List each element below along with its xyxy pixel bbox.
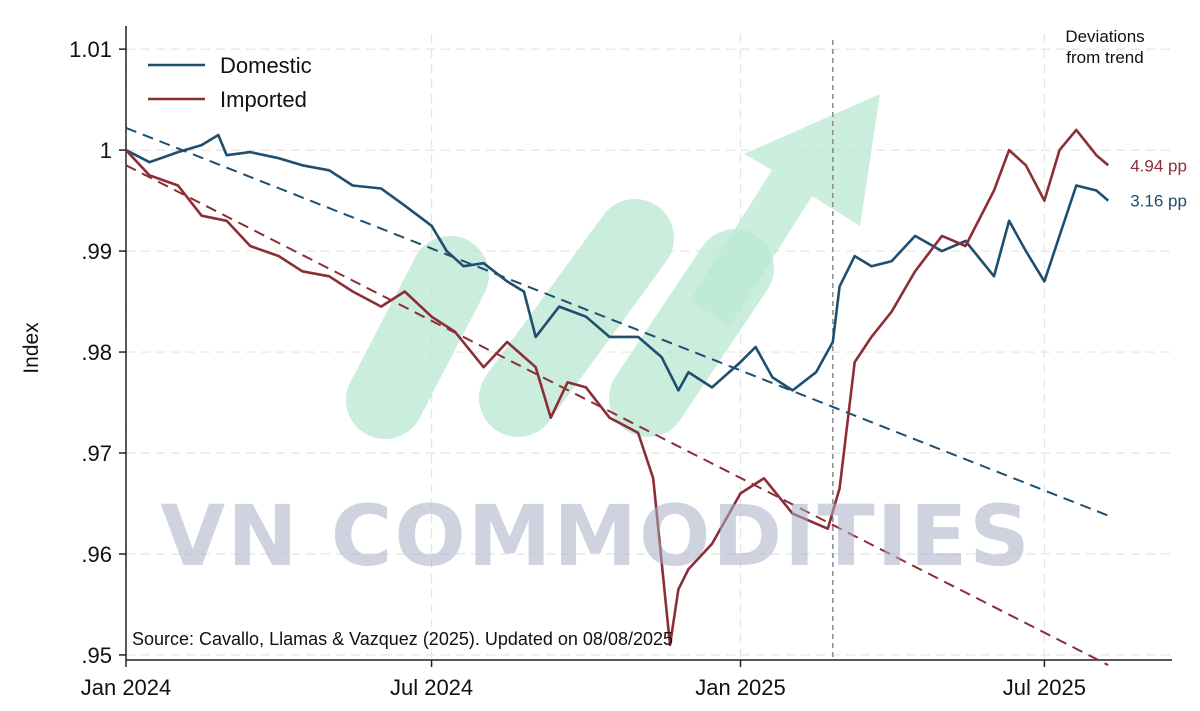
tick-labels: 1.01 1 .99 .98 .97 .96 .95 Jan 2024 Jul 2024 Jan … [69,37,1086,700]
source-note: Source: Cavallo, Llamas & Vazquez (2025)… [132,629,673,649]
y-tick-label: 1 [100,138,112,163]
x-tick-label: Jul 2025 [1003,675,1086,700]
legend-label-domestic: Domestic [220,53,312,78]
end-labels: 3.16 pp 4.94 pp [1130,156,1187,210]
watermark-label: VN COMMODITIES [160,487,1032,585]
y-tick-label: .97 [81,441,112,466]
x-tick-label: Jan 2024 [81,675,172,700]
trend-line-imported [125,164,1109,666]
series-line-imported [125,128,1110,647]
y-tick-label: .99 [81,239,112,264]
trend-line-domestic [125,126,1109,517]
corner-note-line1: Deviations [1065,27,1144,46]
series-lines [125,128,1110,647]
watermark-arrow-icon [346,94,880,439]
y-tick-label: .98 [81,340,112,365]
y-tick-label: .96 [81,542,112,567]
y-tick-label: .95 [81,643,112,668]
corner-note-line2: from trend [1066,48,1143,67]
legend-label-imported: Imported [220,87,307,112]
x-tick-label: Jul 2024 [390,675,473,700]
end-label-imported: 4.94 pp [1130,156,1187,175]
watermark-stroke [346,236,489,439]
watermark-arrow-head [690,94,880,326]
legend: Domestic Imported [148,53,312,112]
trend-lines [125,126,1109,666]
y-axis-title: Index [20,322,43,374]
end-label-domestic: 3.16 pp [1130,192,1187,211]
y-tick-label: 1.01 [69,37,112,62]
x-tick-label: Jan 2025 [695,675,786,700]
watermark-text: VN COMMODITIES [160,487,1032,585]
gridlines [125,34,1172,660]
